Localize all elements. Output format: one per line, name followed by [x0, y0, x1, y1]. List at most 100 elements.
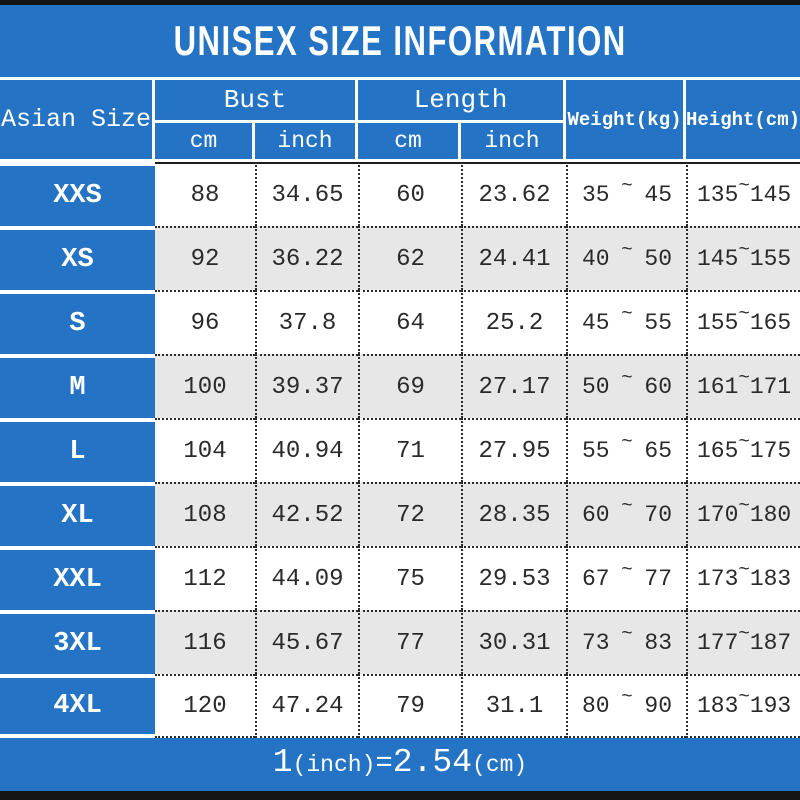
- weight-max: 83: [644, 630, 672, 656]
- conversion-number-cm: 2.54: [392, 744, 473, 781]
- tilde-separator: ~: [738, 303, 750, 325]
- bust-cm-value: 104: [155, 418, 255, 482]
- table-row: S 96 37.8 64 25.2 45 ~ 55 155 ~ 165: [0, 290, 800, 354]
- tilde-separator: ~: [621, 495, 633, 517]
- height-min: 177: [697, 630, 739, 656]
- bust-cm-value: 96: [155, 290, 255, 354]
- height-max: 193: [749, 693, 792, 719]
- tilde-separator: ~: [621, 623, 633, 645]
- height-min: 135: [697, 182, 739, 208]
- size-label: XL: [0, 482, 155, 546]
- bust-inch-value: 44.09: [255, 546, 358, 610]
- bust-inch-value: 47.24: [255, 674, 358, 738]
- tilde-separator: ~: [738, 686, 750, 708]
- table-header: Asian Size Bust Length Weight(kg) Height…: [0, 80, 800, 162]
- weight-min: 55: [582, 438, 610, 464]
- size-label: S: [0, 290, 155, 354]
- size-label: XS: [0, 226, 155, 290]
- weight-range: 50 ~ 60: [566, 354, 686, 418]
- tilde-separator: ~: [738, 495, 750, 517]
- size-label: L: [0, 418, 155, 482]
- tilde-separator: ~: [738, 239, 750, 261]
- bust-cm-value: 120: [155, 674, 255, 738]
- page-title: UNISEX SIZE INFORMATION: [173, 17, 627, 64]
- conversion-unit-cm: (cm): [472, 752, 528, 778]
- table-body: XXS 88 34.65 60 23.62 35 ~ 45 135 ~ 145 …: [0, 162, 800, 738]
- height-max: 175: [749, 438, 792, 464]
- weight-min: 80: [582, 693, 610, 719]
- weight-min: 45: [582, 310, 610, 336]
- bust-cm-value: 116: [155, 610, 255, 674]
- length-cm-value: 77: [358, 610, 461, 674]
- tilde-separator: ~: [621, 686, 633, 708]
- length-cm-value: 60: [358, 162, 461, 226]
- size-label: M: [0, 354, 155, 418]
- header-weight: Weight(kg): [566, 80, 686, 159]
- height-max: 155: [749, 246, 792, 272]
- weight-max: 60: [644, 374, 672, 400]
- weight-range: 55 ~ 65: [566, 418, 686, 482]
- header-bust: Bust: [155, 80, 358, 120]
- weight-max: 90: [644, 693, 672, 719]
- bust-inch-value: 34.65: [255, 162, 358, 226]
- length-cm-value: 71: [358, 418, 461, 482]
- length-inch-value: 31.1: [461, 674, 566, 738]
- length-inch-value: 25.2: [461, 290, 566, 354]
- table-row: 3XL 116 45.67 77 30.31 73 ~ 83 177 ~ 187: [0, 610, 800, 674]
- header-asian-size: Asian Size: [0, 80, 155, 159]
- conversion-number: 1: [272, 744, 293, 781]
- weight-max: 77: [644, 566, 672, 592]
- tilde-separator: ~: [738, 175, 750, 197]
- length-inch-value: 30.31: [461, 610, 566, 674]
- tilde-separator: ~: [621, 303, 633, 325]
- weight-range: 40 ~ 50: [566, 226, 686, 290]
- weight-range: 80 ~ 90: [566, 674, 686, 738]
- bust-cm-value: 92: [155, 226, 255, 290]
- title-bar: UNISEX SIZE INFORMATION: [0, 5, 800, 77]
- table-row: L 104 40.94 71 27.95 55 ~ 65 165 ~ 175: [0, 418, 800, 482]
- length-cm-value: 64: [358, 290, 461, 354]
- height-max: 171: [749, 374, 792, 400]
- tilde-separator: ~: [621, 431, 633, 453]
- table-row: XXL 112 44.09 75 29.53 67 ~ 77 173 ~ 183: [0, 546, 800, 610]
- bust-cm-value: 88: [155, 162, 255, 226]
- height-min: 161: [697, 374, 739, 400]
- size-label: XXS: [0, 162, 155, 226]
- header-length: Length: [358, 80, 566, 120]
- height-range: 135 ~ 145: [686, 162, 800, 226]
- height-range: 155 ~ 165: [686, 290, 800, 354]
- tilde-separator: ~: [621, 175, 633, 197]
- height-range: 183 ~ 193: [686, 674, 800, 738]
- height-max: 145: [749, 182, 792, 208]
- length-inch-value: 23.62: [461, 162, 566, 226]
- height-range: 165 ~ 175: [686, 418, 800, 482]
- size-label: XXL: [0, 546, 155, 610]
- length-inch-value: 28.35: [461, 482, 566, 546]
- height-max: 180: [749, 502, 792, 528]
- tilde-separator: ~: [621, 239, 633, 261]
- tilde-separator: ~: [738, 367, 750, 389]
- table-row: 4XL 120 47.24 79 31.1 80 ~ 90 183 ~ 193: [0, 674, 800, 738]
- length-inch-value: 29.53: [461, 546, 566, 610]
- weight-range: 67 ~ 77: [566, 546, 686, 610]
- conversion-note: 1 (inch) = 2.54 (cm): [0, 738, 800, 791]
- weight-max: 65: [644, 438, 672, 464]
- weight-min: 67: [582, 566, 610, 592]
- height-range: 161 ~ 171: [686, 354, 800, 418]
- height-range: 177 ~ 187: [686, 610, 800, 674]
- table-row: XS 92 36.22 62 24.41 40 ~ 50 145 ~ 155: [0, 226, 800, 290]
- tilde-separator: ~: [738, 623, 750, 645]
- bust-inch-value: 40.94: [255, 418, 358, 482]
- height-min: 155: [697, 310, 739, 336]
- height-min: 145: [697, 246, 739, 272]
- height-min: 165: [697, 438, 739, 464]
- table-row: XL 108 42.52 72 28.35 60 ~ 70 170 ~ 180: [0, 482, 800, 546]
- weight-max: 45: [644, 182, 672, 208]
- bust-inch-value: 36.22: [255, 226, 358, 290]
- header-bust-inch: inch: [255, 120, 358, 159]
- size-label: 3XL: [0, 610, 155, 674]
- weight-max: 50: [644, 246, 672, 272]
- bust-cm-value: 100: [155, 354, 255, 418]
- header-length-inch: inch: [461, 120, 566, 159]
